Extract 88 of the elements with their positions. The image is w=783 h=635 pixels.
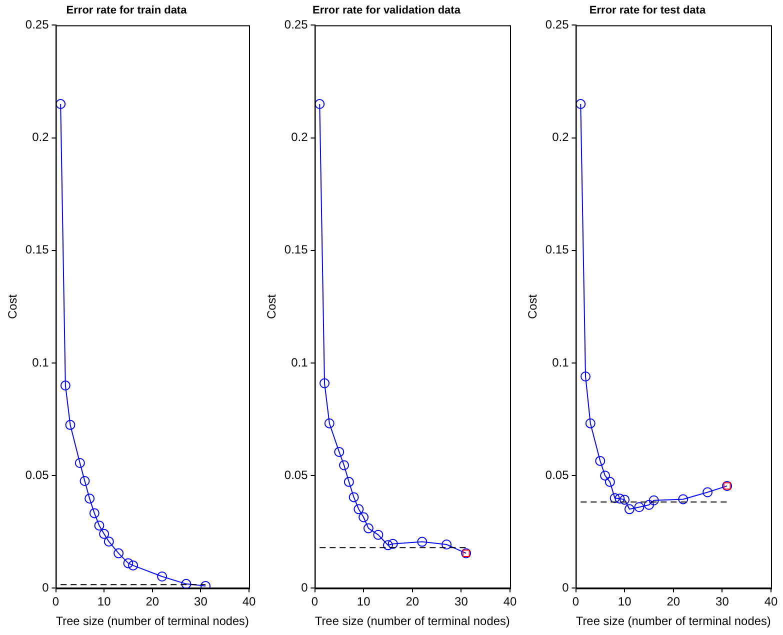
point: [348, 492, 359, 502]
point: [157, 571, 168, 582]
x-tick-label: 30: [454, 594, 468, 609]
point: [200, 580, 211, 588]
point: [604, 476, 615, 487]
x-tick-label: 30: [194, 594, 208, 609]
y-tick-label: 0.1: [291, 355, 308, 370]
chart-title: Error rate for train data: [66, 4, 188, 17]
point: [442, 540, 452, 550]
point: [648, 495, 659, 506]
point: [89, 508, 100, 518]
point: [80, 476, 90, 486]
point: [114, 548, 124, 558]
y-tick-label: 0.05: [545, 468, 570, 482]
point: [610, 493, 620, 504]
x-tick-label: 0: [52, 594, 60, 609]
x-tick-label: 20: [146, 594, 160, 609]
x-tick-label: 0: [311, 594, 318, 609]
point: [634, 502, 644, 512]
y-axis-title: Cost: [6, 294, 20, 320]
y-axis-title: Cost: [264, 294, 279, 320]
y-tick-label: 0.25: [545, 18, 570, 32]
point: [320, 378, 330, 388]
point: [644, 500, 654, 510]
point: [99, 528, 110, 539]
point: [354, 504, 364, 514]
point: [585, 418, 596, 428]
point: [363, 523, 374, 534]
y-tick-label: 0.2: [291, 130, 308, 144]
point: [620, 494, 630, 505]
point: [358, 512, 369, 522]
x-tick-label: 40: [503, 594, 517, 609]
point: [702, 487, 713, 498]
point: [373, 530, 384, 540]
point: [334, 446, 344, 457]
y-tick-label: 0.2: [32, 130, 50, 144]
point: [123, 558, 134, 568]
point: [104, 536, 114, 547]
point: [344, 476, 354, 487]
point: [417, 536, 428, 547]
point: [181, 578, 192, 588]
x-tick-label: 40: [764, 594, 778, 609]
y-tick-label: 0: [301, 580, 308, 595]
point: [580, 372, 591, 382]
point: [595, 456, 606, 466]
chart-title: Error rate for validation data: [312, 4, 462, 17]
point: [56, 99, 66, 110]
y-tick-label: 0.15: [545, 242, 570, 257]
point: [94, 520, 104, 531]
point: [65, 420, 76, 430]
point: [339, 460, 350, 470]
y-tick-label: 0.05: [284, 468, 308, 482]
x-tick-label: 20: [406, 594, 420, 609]
point: [74, 458, 85, 468]
x-axis-title: Tree size (number of terminal nodes): [576, 614, 771, 628]
y-tick-label: 0.15: [284, 242, 308, 257]
x-tick-label: 0: [572, 594, 580, 609]
point: [576, 99, 586, 110]
x-tick-label: 40: [242, 594, 256, 609]
y-tick-label: 0.15: [25, 242, 50, 257]
chart-title: Error rate for test data: [589, 4, 706, 17]
point: [84, 494, 95, 504]
point: [382, 540, 393, 550]
y-tick-label: 0.1: [32, 355, 50, 370]
y-tick-label: 0.1: [552, 355, 570, 370]
y-tick-label: 0.05: [25, 468, 50, 482]
x-tick-label: 20: [666, 594, 680, 609]
point: [624, 504, 634, 514]
point: [314, 99, 325, 110]
x-tick-label: 10: [618, 594, 632, 609]
point: [128, 560, 138, 570]
x-axis-title: Tree size (number of terminal nodes): [314, 614, 510, 628]
x-tick-label: 10: [356, 594, 371, 609]
y-tick-label: 0: [42, 580, 50, 595]
point: [60, 380, 70, 391]
x-axis-title: Tree size (number of terminal nodes): [56, 614, 249, 628]
point: [614, 494, 625, 504]
point: [678, 494, 688, 504]
y-tick-label: 0.25: [284, 18, 308, 32]
point: [388, 538, 398, 549]
y-tick-label: 0.2: [552, 130, 570, 144]
point: [600, 470, 610, 481]
y-tick-label: 0.25: [25, 18, 50, 32]
y-axis-title: Cost: [526, 294, 540, 320]
x-tick-label: 10: [97, 594, 112, 609]
y-tick-label: 0: [562, 580, 570, 595]
point: [324, 418, 334, 428]
x-tick-label: 30: [716, 594, 730, 609]
